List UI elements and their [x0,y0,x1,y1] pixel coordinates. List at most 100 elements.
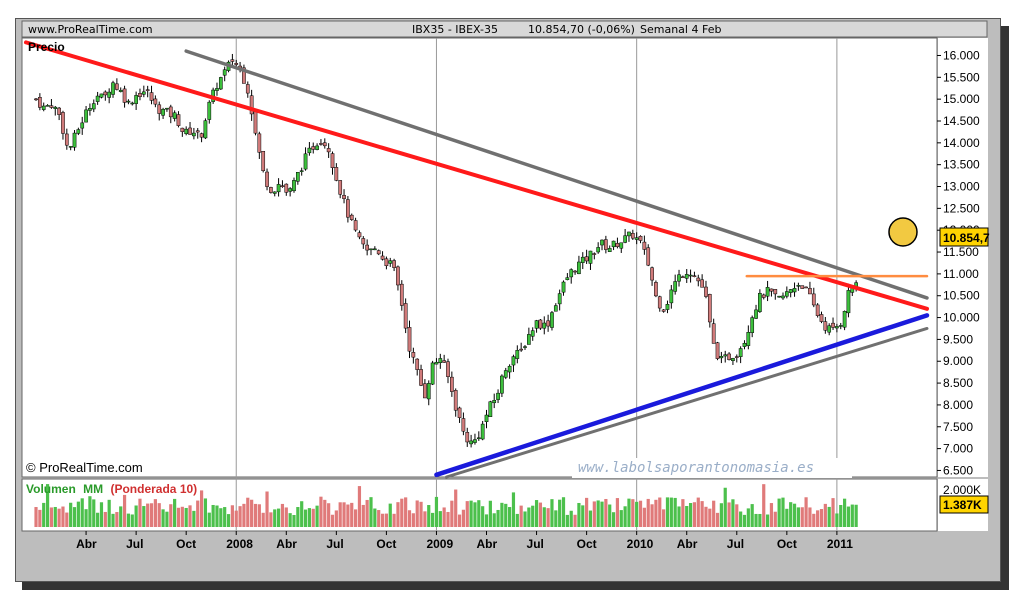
candle-body [727,353,731,360]
volume-bar [619,510,623,527]
candle-body [111,82,115,95]
volume-bar [500,502,504,527]
volume-bar [353,509,358,527]
candle-body [488,401,493,417]
candle-body [369,248,373,251]
candle-body [557,293,562,305]
volume-bar [223,507,227,527]
candle-body [457,407,462,418]
candle-body [827,325,832,333]
volume-bar [196,500,200,527]
candle-body [577,261,581,275]
volume-bar [527,507,531,527]
volume-bar [519,505,523,527]
y-tick-label: 12.500 [943,201,980,215]
candle-body [623,235,627,243]
volume-bar [338,502,342,527]
candle-body [311,146,316,150]
volume-bar [280,503,285,527]
candle-body [57,107,61,115]
panel-label: Precio [28,40,65,54]
x-tick-label: Jul [527,537,544,551]
candle-body [823,321,828,331]
highlight-circle [888,217,918,247]
candle-body [465,432,470,443]
volume-bar [161,509,165,527]
candle-body [107,91,112,98]
volume-bar [57,508,61,527]
candle-body [438,358,443,363]
volume-bar [446,511,450,527]
candle-body [141,91,146,95]
volume-bar [199,490,204,527]
candle-body [515,350,520,359]
candle-body [788,289,793,293]
candle-body [604,239,608,250]
volume-bar [96,512,100,527]
volume-bar [169,504,173,527]
volume-bar [777,498,781,527]
x-tick-label: Oct [777,537,797,551]
candle-body [480,423,485,440]
candle-body [553,305,558,312]
candle-body [261,150,266,171]
candle-body [407,327,412,352]
candle-body [634,237,639,240]
candle-body [134,95,138,104]
candle-body [684,274,689,279]
candle-body [607,248,612,252]
volume-bar [773,511,777,527]
volume-bar [423,511,427,527]
candle-body [64,133,69,146]
volume-bar [846,506,851,527]
volume-bar [473,502,477,527]
candle-body [95,95,100,102]
candle-body [346,199,350,218]
volume-bar [111,513,115,527]
volume-bar [246,497,250,527]
x-axis-ticks: Abr Jul Oct 2008 Abr Jul Oct 2009 Abr Jul Oct 2010 A… [76,531,853,551]
volume-bar [719,503,723,527]
candle-body [769,288,774,292]
candle-body [99,93,104,98]
volume-bar [789,502,793,527]
candle-body [819,314,824,322]
volume-bar [219,508,223,527]
candle-body [384,258,389,267]
candle-body [188,127,192,135]
volume-bar [122,494,127,527]
y-tick-label: 10.000 [943,311,980,325]
candle-body [230,59,235,62]
candle-body [758,292,762,312]
candle-body [122,88,127,103]
volume-bar [696,497,700,527]
candle-body [646,247,651,266]
candle-body [546,320,550,327]
volume-bar [292,514,296,527]
candle-body [527,334,531,345]
volume-bar [253,503,258,527]
volume-bar [835,513,839,527]
volume-bar [573,514,577,527]
frame-shadow [22,582,1009,590]
volume-bar [311,508,315,527]
volume-bar [754,513,758,527]
y-tick-label: 13.000 [943,180,980,194]
candle-body [249,95,254,115]
candle-body [76,129,81,134]
volume-bar [130,514,134,527]
volume-bar [511,492,516,527]
candle-body [838,325,843,327]
candle-body [507,365,512,373]
volume-bar [45,484,50,527]
volume-bar [735,504,739,527]
candle-body [415,358,420,370]
volume-bar [61,506,65,527]
volume-bar [142,506,146,527]
volume-bar [427,505,431,527]
volume-bar [396,502,400,527]
volume-bar [419,501,423,527]
volume-bar [392,513,396,527]
volume-bar [384,513,388,527]
volume-bar [431,512,435,527]
